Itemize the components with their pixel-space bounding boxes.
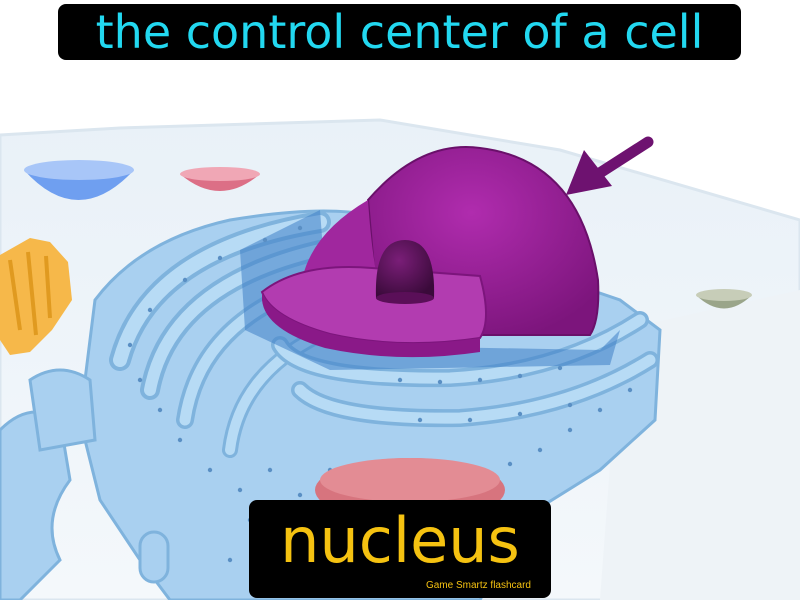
term-text: nucleus [280,504,520,577]
blue-vesicle [24,160,134,200]
nucleus [260,146,600,358]
brand-label: Game Smartz flashcard [425,580,531,591]
definition-banner: the control center of a cell [58,4,741,60]
pink-vesicle [180,167,260,191]
term-banner: nucleus Game Smartz flashcard [249,500,551,598]
definition-text: the control center of a cell [95,5,704,59]
pointer-arrow-icon [566,136,654,195]
nucleolus [375,240,435,298]
orange-organelle [0,238,72,355]
er-lower-lobes [0,368,170,600]
green-vesicle [696,289,752,309]
